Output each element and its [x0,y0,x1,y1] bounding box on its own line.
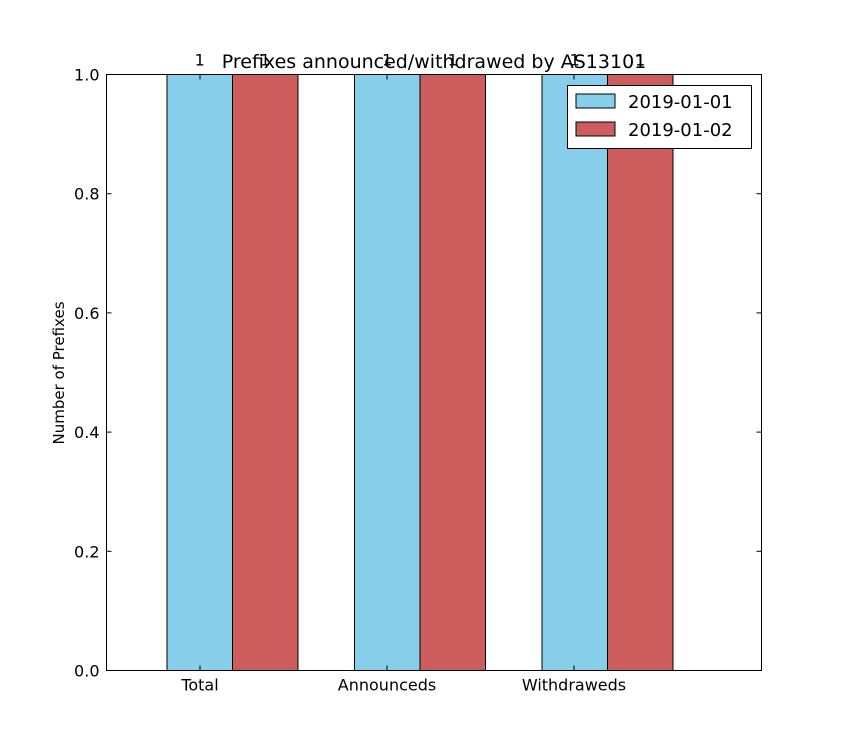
y-tick-label: 1.0 [74,66,99,85]
data-label: 1 [260,51,270,70]
bar-withdraweds-series-2 [607,74,674,671]
bar-total-series-2 [232,74,299,671]
legend-swatch-series-2 [575,121,616,137]
x-ticks-layer: Total Announceds Withdraweds [180,74,626,695]
chart-title: Prefixes announced/withdrawed by AS13101 [222,51,647,73]
data-label: 1 [195,51,205,70]
plot-frame [106,74,762,671]
y-tick-label: 0.4 [74,423,99,442]
y-tick-label: 0.2 [74,542,99,561]
data-label: 1 [382,51,392,70]
x-tick-label-total: Total [180,676,218,695]
y-ticks-layer: 0.0 0.2 0.4 0.6 0.8 1.0 [74,66,762,681]
legend-label-series-2: 2019-01-02 [628,120,733,141]
data-label: 1 [570,51,580,70]
bar-announceds-series-2 [419,74,486,671]
legend: 2019-01-01 2019-01-02 [567,85,752,149]
bar-announceds-series-1 [354,74,421,671]
legend-label-series-1: 2019-01-01 [628,92,733,113]
x-tick-label-withdraweds: Withdraweds [522,676,626,695]
bars-layer [166,74,674,671]
y-tick-label: 0.6 [74,304,99,323]
data-label: 1 [635,51,645,70]
x-tick-label-announceds: Announceds [338,676,436,695]
y-tick-label: 0.0 [74,662,99,681]
data-label: 1 [448,51,458,70]
data-labels-layer: 1 1 1 1 1 1 [195,51,646,70]
bar-total-series-1 [166,74,233,671]
y-axis-label: Number of Prefixes [50,301,68,444]
bar-withdraweds-series-1 [541,74,608,671]
legend-swatch-series-1 [575,93,616,109]
y-tick-label: 0.8 [74,185,99,204]
